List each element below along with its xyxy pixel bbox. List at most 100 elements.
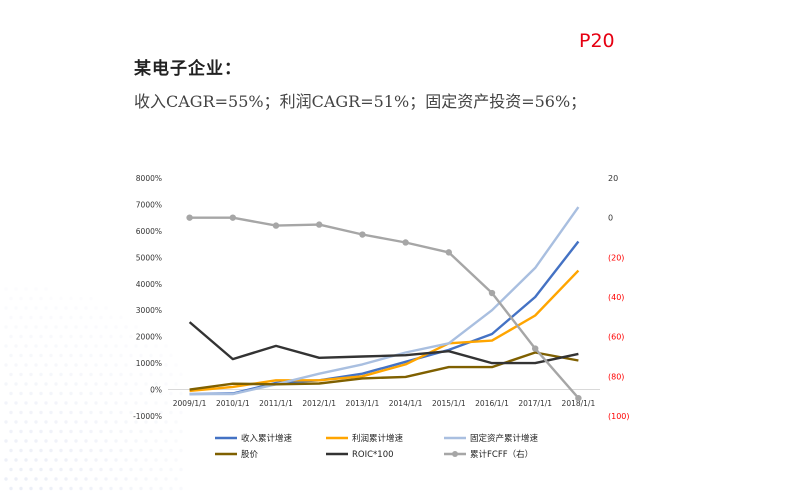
decor-dot xyxy=(124,420,128,424)
background-dot-pattern xyxy=(4,287,183,491)
decor-dot xyxy=(114,477,118,481)
decor-dot xyxy=(164,458,168,462)
decor-dot xyxy=(99,315,103,320)
decor-dot xyxy=(134,363,138,367)
decor-dot xyxy=(19,334,23,339)
left-axis-tick-label: 2000% xyxy=(136,333,162,342)
decor-dot xyxy=(79,467,83,472)
decor-dot xyxy=(89,486,93,491)
legend-item: ROIC*100 xyxy=(326,450,394,460)
decor-dot xyxy=(109,410,113,415)
decor-dot xyxy=(49,410,53,415)
decor-dot xyxy=(19,429,23,434)
decor-dot xyxy=(39,486,43,491)
decor-dot xyxy=(114,382,118,386)
decor-dot xyxy=(54,382,58,386)
decor-dot xyxy=(54,401,58,405)
decor-dot xyxy=(119,391,123,396)
decor-dot xyxy=(54,306,58,310)
decor-dot xyxy=(79,410,83,415)
right-axis-tick-label: (60) xyxy=(608,333,624,342)
decor-dot xyxy=(9,429,13,434)
series-point-5 xyxy=(186,214,193,221)
series-point-5 xyxy=(532,345,539,352)
decor-dot xyxy=(109,372,113,377)
decor-dot xyxy=(179,372,183,377)
decor-dot xyxy=(59,467,63,472)
decor-dot xyxy=(79,486,83,491)
decor-dot xyxy=(4,382,8,386)
decor-dot xyxy=(104,477,108,481)
decor-dot xyxy=(54,325,58,329)
right-axis-tick-label: (100) xyxy=(608,412,630,421)
decor-dot xyxy=(34,325,38,329)
right-axis-tick-label: (40) xyxy=(608,293,624,302)
decor-dot xyxy=(29,391,33,396)
x-axis-tick-label: 2013/1/1 xyxy=(346,399,380,408)
decor-dot xyxy=(139,353,143,358)
decor-dot xyxy=(94,363,98,367)
decor-dot xyxy=(134,439,138,443)
decor-dot xyxy=(54,344,58,348)
series-line-2 xyxy=(189,206,580,396)
decor-dot xyxy=(14,401,18,405)
legend-label: ROIC*100 xyxy=(352,450,394,460)
decor-dot xyxy=(69,448,73,453)
decor-dot xyxy=(124,477,128,481)
left-axis-tick-label: 7000% xyxy=(136,200,162,209)
decor-dot xyxy=(174,458,178,462)
legend-label: 累计FCFF（右） xyxy=(470,449,533,460)
decor-dot xyxy=(129,486,133,491)
decor-dot xyxy=(64,401,68,405)
decor-dot xyxy=(89,334,93,339)
decor-dot xyxy=(24,325,28,329)
decor-dot xyxy=(149,467,153,472)
decor-dot xyxy=(89,467,93,472)
decor-dot xyxy=(104,420,108,424)
decor-dot xyxy=(159,448,163,453)
decor-dot xyxy=(114,458,118,462)
decor-dot xyxy=(159,486,163,491)
decor-dot xyxy=(164,420,168,424)
decor-dot xyxy=(119,448,123,453)
decor-dot xyxy=(74,344,78,348)
decor-dot xyxy=(69,315,73,320)
decor-dot xyxy=(169,353,173,358)
legend-item: 累计FCFF（右） xyxy=(444,449,533,460)
decor-dot xyxy=(134,401,138,405)
decor-dot xyxy=(24,477,28,481)
decor-dot xyxy=(109,467,113,472)
decor-dot xyxy=(169,486,173,491)
decor-dot xyxy=(59,410,63,415)
decor-dot xyxy=(84,344,88,348)
decor-dot xyxy=(104,458,108,462)
decor-dot xyxy=(64,458,68,462)
decor-dot xyxy=(29,315,33,320)
series-point-5 xyxy=(272,222,280,229)
decor-dot xyxy=(154,382,158,386)
decor-dot xyxy=(174,401,178,405)
decor-dot xyxy=(94,306,98,310)
decor-dot xyxy=(4,477,8,481)
left-axis-tick-label: 1000% xyxy=(136,359,162,368)
decor-dot xyxy=(94,458,98,462)
decor-dot xyxy=(154,477,158,481)
decor-dot xyxy=(69,467,73,472)
decor-dot xyxy=(144,401,148,405)
decor-dot xyxy=(39,315,43,320)
decor-dot xyxy=(89,315,93,320)
decor-dot xyxy=(84,458,88,462)
decor-dot xyxy=(14,306,18,310)
decor-dot xyxy=(29,467,33,472)
decor-dot xyxy=(34,344,38,348)
right-axis-tick-label: (20) xyxy=(608,253,624,262)
decor-dot xyxy=(19,315,23,320)
series-point-5 xyxy=(316,221,323,228)
decor-dot xyxy=(19,486,23,491)
decor-dot xyxy=(14,458,18,462)
decor-dot xyxy=(109,334,113,339)
decor-dot xyxy=(44,439,48,443)
legend-label: 收入累计增速 xyxy=(241,433,293,444)
decor-dot xyxy=(109,315,113,320)
decor-dot xyxy=(59,429,63,434)
